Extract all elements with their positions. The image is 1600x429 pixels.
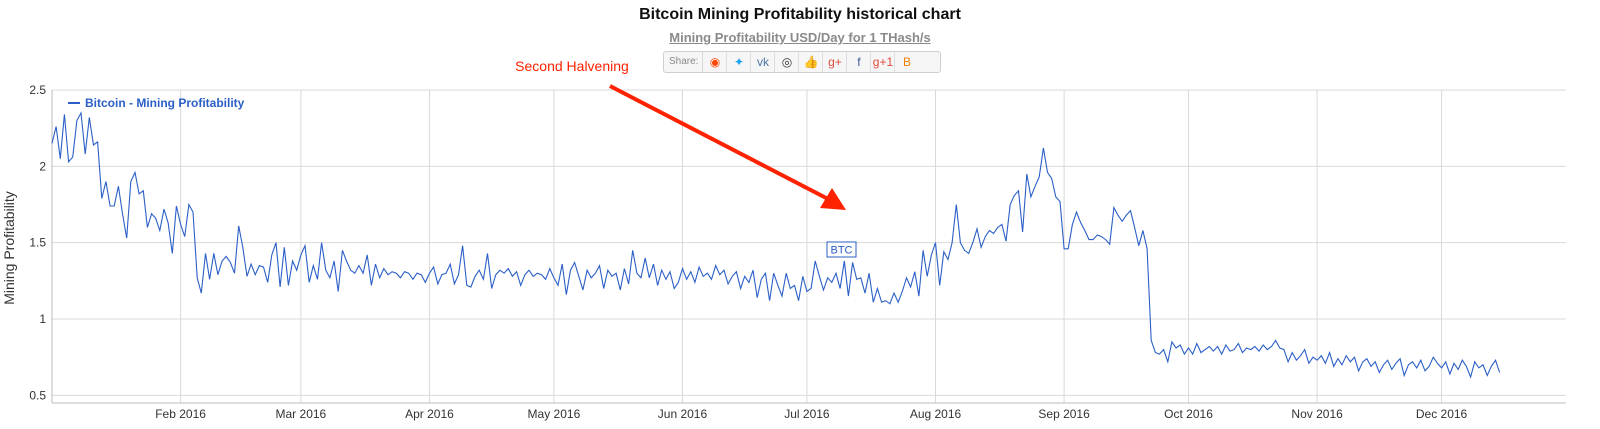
annotation-label: Second Halvening — [515, 58, 629, 74]
x-tick-label: Dec 2016 — [1416, 407, 1468, 421]
blogger-icon[interactable]: B — [902, 55, 911, 69]
x-tick-label: Oct 2016 — [1164, 407, 1213, 421]
btc-flag-box — [826, 241, 857, 258]
share-buttons: ◉ ✦ vk ◎ 👍 g+ f g+1 B — [703, 52, 918, 72]
x-tick-label: Mar 2016 — [276, 407, 327, 421]
x-tick-label: Jun 2016 — [658, 407, 708, 421]
chart-title: Bitcoin Mining Profitability historical … — [639, 6, 961, 23]
x-tick-label: Aug 2016 — [910, 407, 962, 421]
y-tick-label: 2.5 — [29, 83, 46, 97]
twitter-icon[interactable]: ✦ — [727, 52, 752, 72]
share-bar: Share: ◉ ✦ vk ◎ 👍 g+ f g+1 B — [663, 51, 941, 73]
share-label: Share: — [664, 52, 704, 72]
arrow-head-icon — [820, 188, 846, 210]
series-line — [51, 111, 1501, 379]
like-icon[interactable]: 👍 — [799, 52, 824, 72]
x-tick-label: Jul 2016 — [784, 407, 830, 421]
y-axis-ticks: 0.5 1 1.5 2 2.5 — [29, 83, 46, 402]
google-plus-icon[interactable]: g+ — [823, 52, 848, 72]
x-tick-label: Feb 2016 — [155, 407, 206, 421]
grid — [51, 89, 1566, 404]
btc-flag-label: BTC — [831, 245, 853, 257]
x-tick-label: Nov 2016 — [1291, 407, 1343, 421]
annotation-arrow — [609, 84, 831, 202]
google-plus-one-icon[interactable]: g+1 — [871, 52, 896, 72]
weibo-icon[interactable]: ◎ — [775, 52, 800, 72]
btc-flag[interactable]: BTC — [826, 241, 857, 258]
x-tick-label: Sep 2016 — [1038, 407, 1090, 421]
x-tick-label: Apr 2016 — [405, 407, 454, 421]
y-tick-label: 1 — [39, 312, 46, 326]
y-tick-label: 0.5 — [29, 388, 46, 402]
y-axis-label: Mining Profitability — [1, 191, 17, 305]
legend[interactable]: Bitcoin - Mining Profitability — [68, 96, 245, 110]
x-tick-label: May 2016 — [528, 407, 581, 421]
y-tick-label: 2 — [39, 159, 46, 173]
reddit-icon[interactable]: ◉ — [703, 52, 728, 72]
halvening-annotation: Second Halvening — [515, 58, 846, 210]
y-tick-label: 1.5 — [29, 236, 46, 250]
facebook-icon[interactable]: f — [847, 52, 872, 72]
x-axis-ticks: Feb 2016 Mar 2016 Apr 2016 May 2016 Jun 2016… — [155, 407, 1467, 421]
chart-subtitle[interactable]: Mining Profitability USD/Day for 1 THash… — [669, 30, 931, 45]
vk-icon[interactable]: vk — [751, 52, 776, 72]
legend-label[interactable]: Bitcoin - Mining Profitability — [85, 96, 245, 110]
